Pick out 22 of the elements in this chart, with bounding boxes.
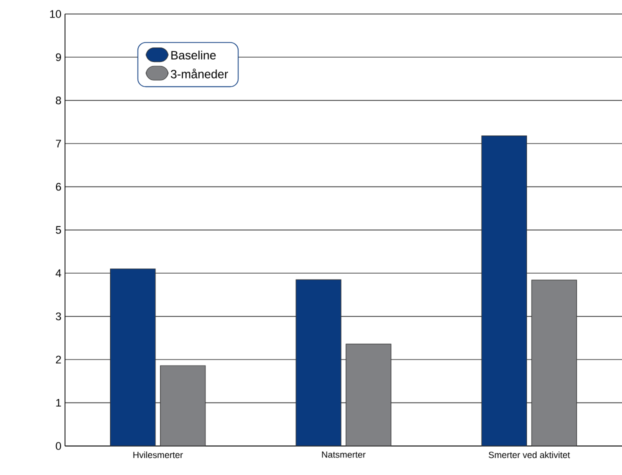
x-tick-label: Hvilesmerter: [133, 452, 183, 458]
legend-label: Baseline: [171, 50, 216, 60]
bar: [346, 344, 392, 446]
y-tick-label: 10: [50, 10, 62, 18]
x-tick-label: Natsmerter: [322, 452, 366, 458]
bar: [296, 279, 342, 446]
y-tick-label: 6: [56, 182, 62, 191]
y-tick-label: 8: [56, 96, 62, 104]
y-tick-label: 3: [56, 312, 62, 320]
bar: [481, 136, 527, 446]
y-tick-label: 5: [56, 226, 62, 234]
y-tick-label: 1: [56, 399, 61, 407]
bar: [160, 365, 206, 446]
y-tick-label: 0: [56, 442, 62, 450]
y-tick-label: 4: [56, 269, 62, 277]
y-tick-label: 2: [56, 356, 61, 364]
y-tick-label: 9: [56, 53, 61, 62]
bar: [110, 268, 156, 446]
x-tick-label: Smerter ved aktivitet: [488, 452, 570, 458]
y-tick-label: 7: [56, 140, 61, 148]
bar: [531, 280, 577, 446]
legend-label: 3-måneder: [170, 68, 228, 78]
